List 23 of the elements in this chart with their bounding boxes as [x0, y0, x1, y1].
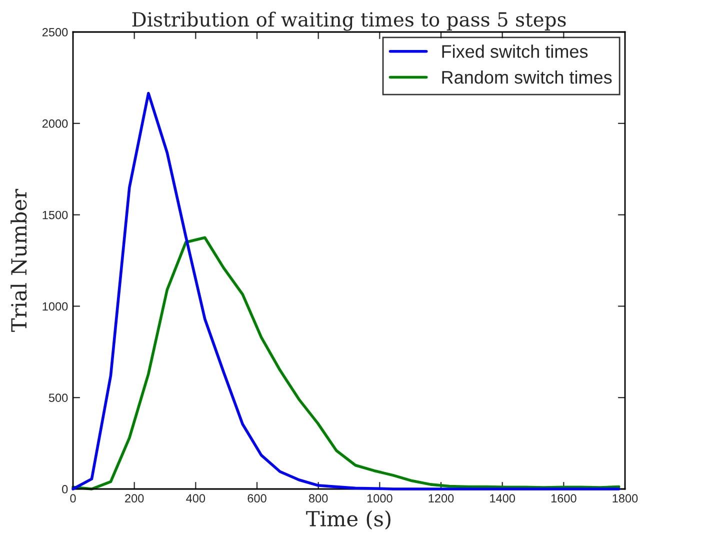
- line-series: [72, 92, 620, 490]
- y-tick-label: 1500: [42, 210, 68, 220]
- x-tick-label: 1600: [551, 494, 576, 503]
- y-tick-label: 500: [48, 394, 68, 402]
- x-tick-label: 400: [186, 494, 206, 503]
- x-tick-label: 200: [125, 494, 144, 503]
- line-series: [72, 236, 620, 490]
- x-tick-label: 600: [248, 494, 266, 503]
- x-tick-label: 0: [70, 494, 76, 503]
- y-tick-label: 2000: [42, 119, 68, 128]
- x-tick-label: 1200: [428, 494, 454, 503]
- legend-label: Random switch times: [442, 70, 612, 84]
- x-tick-label: 800: [309, 494, 328, 503]
- x-tick-label: 1800: [612, 494, 638, 503]
- y-tick-label: 1000: [42, 302, 68, 311]
- x-tick-label: 1000: [367, 494, 392, 503]
- x-tick-label: 1400: [490, 494, 516, 503]
- y-axis-title: Trial Number: [10, 188, 27, 332]
- y-tick-label: 2500: [42, 28, 68, 36]
- x-axis-title: Time (s): [306, 510, 390, 530]
- chart-title: Distribution of waiting times to pass 5 steps: [132, 12, 566, 31]
- legend-label: Fixed switch times: [442, 44, 588, 58]
- y-tick-label: 0: [62, 485, 68, 494]
